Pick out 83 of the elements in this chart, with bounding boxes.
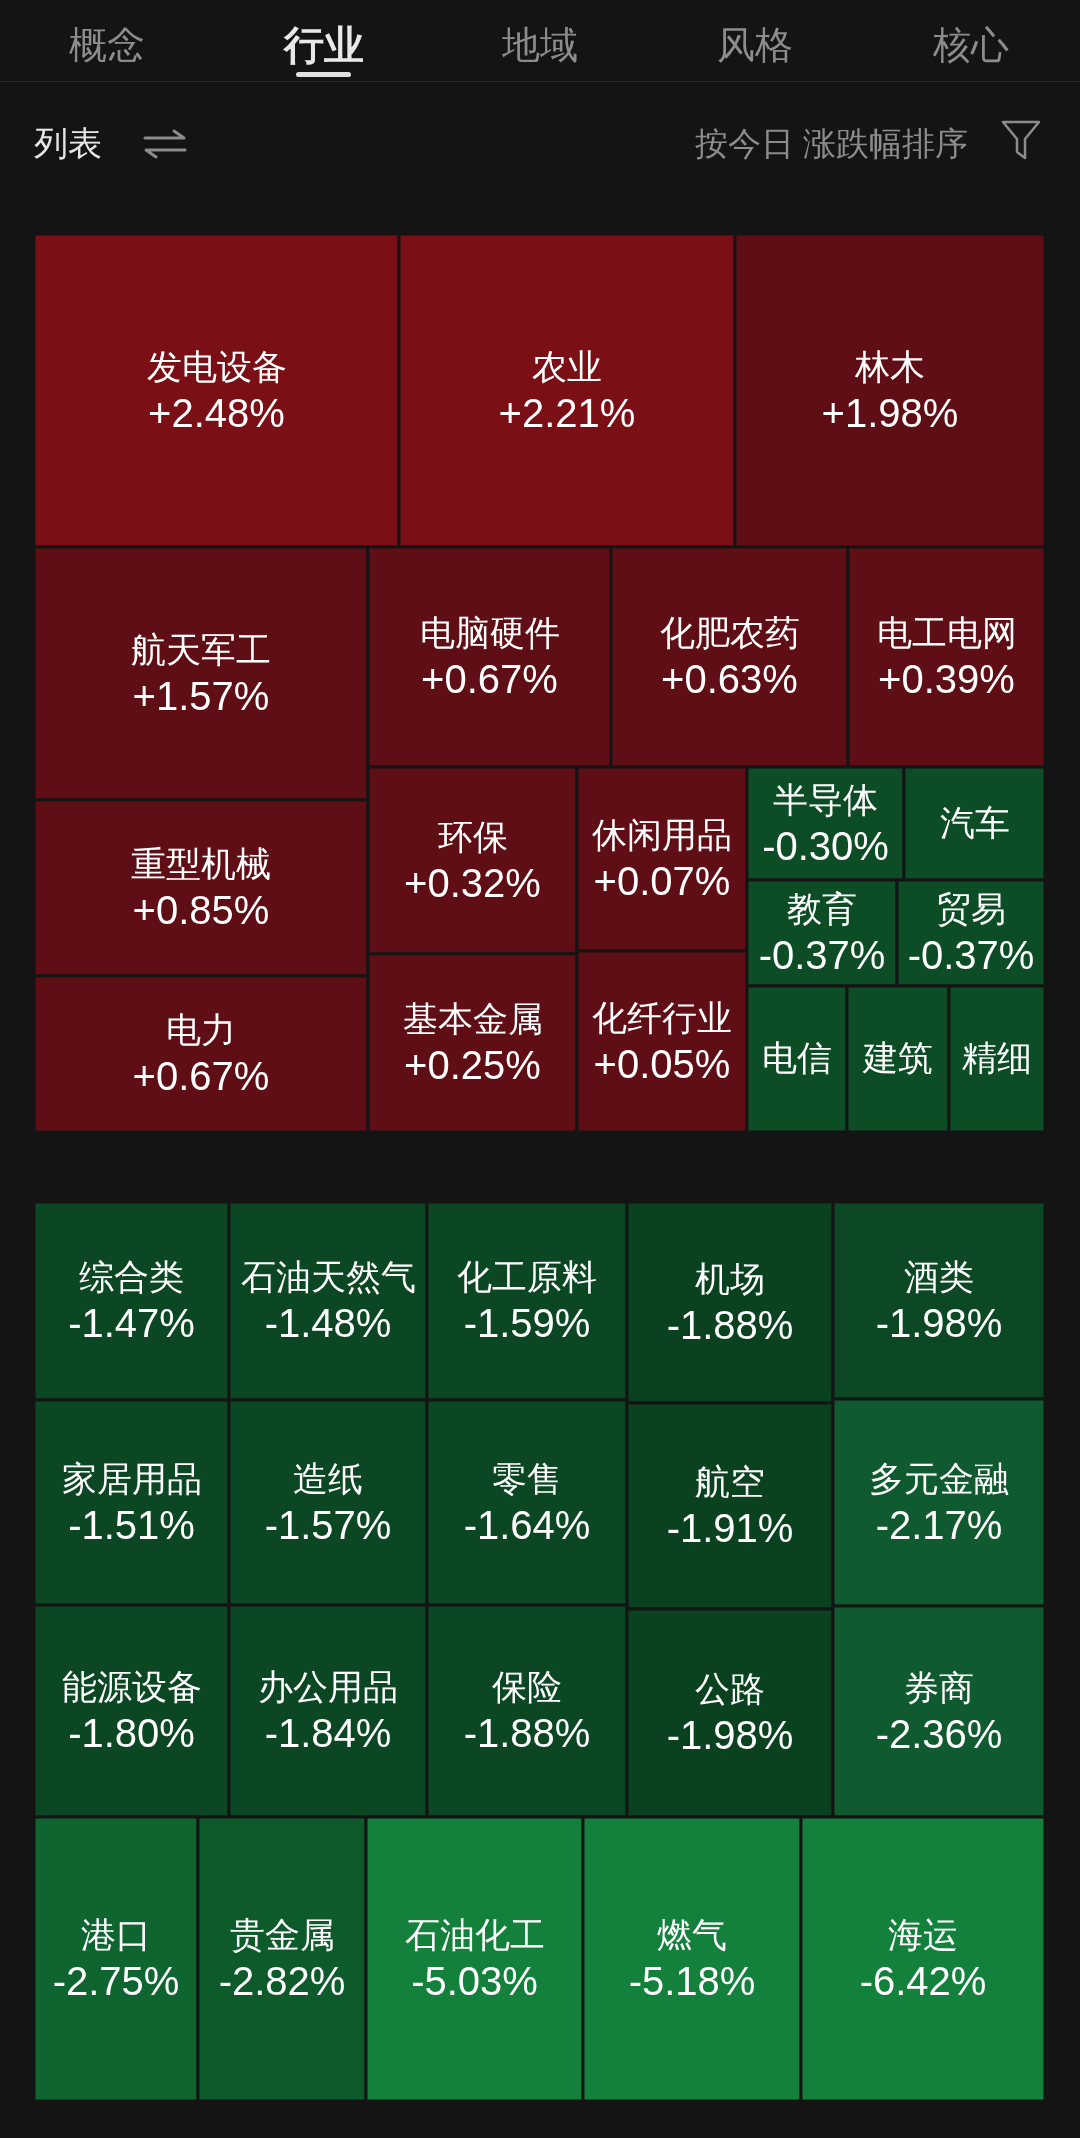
data-label: -5.18% [628, 1959, 756, 2003]
category-label: 能源设备 [61, 1667, 202, 1706]
data-label: +2.21% [498, 390, 636, 435]
category-label: 办公用品 [258, 1667, 398, 1706]
category-label: 休闲用品 [592, 815, 732, 854]
data-label: +0.67% [421, 657, 558, 701]
category-label: 电工电网 [876, 613, 1017, 652]
category-label: 公路 [695, 1669, 765, 1708]
data-label: -1.47% [68, 1301, 195, 1345]
category-label: 贸易 [936, 889, 1006, 928]
category-label: 综合类 [79, 1257, 184, 1296]
data-label: -1.57% [264, 1502, 392, 1547]
data-label: +0.39% [878, 657, 1015, 701]
category-label: 半导体 [773, 779, 878, 819]
data-label: -1.88% [463, 1711, 591, 1755]
category-label: 海运 [888, 1915, 958, 1954]
category-label: 券商 [904, 1667, 974, 1707]
category-label: 电脑硬件 [419, 613, 560, 652]
data-label: -6.42% [859, 1959, 987, 2003]
data-label: -1.80% [68, 1711, 195, 1755]
category-label: 酒类 [904, 1256, 974, 1296]
category-label: 电信 [762, 1038, 832, 1077]
data-label: -1.98% [875, 1300, 1003, 1345]
category-label: 农业 [532, 346, 602, 386]
data-label: -2.82% [218, 1959, 346, 2003]
category-label: 造纸 [293, 1458, 363, 1498]
data-label: +0.63% [661, 657, 798, 701]
category-label: 石油天然气 [240, 1257, 416, 1296]
data-label: +0.67% [132, 1054, 270, 1098]
category-label: 零售 [492, 1458, 562, 1498]
text: 按今日 涨跌幅排序 [694, 124, 968, 162]
category-label: 保险 [492, 1667, 562, 1706]
category-label: 燃气 [657, 1915, 727, 1954]
data-label: +0.85% [132, 888, 270, 932]
text: 核心 [933, 24, 1009, 66]
data-label: +0.07% [593, 859, 731, 903]
category-label: 机场 [695, 1258, 765, 1298]
category-label: 石油化工 [404, 1915, 545, 1954]
category-label: 化肥农药 [659, 613, 800, 652]
data-label: +0.32% [404, 860, 541, 905]
category-label: 化工原料 [457, 1257, 597, 1296]
category-label: 航天军工 [131, 629, 271, 669]
data-label: -1.51% [68, 1502, 195, 1547]
category-label: 发电设备 [146, 346, 287, 386]
data-label: +1.57% [132, 673, 270, 718]
text: 地域 [502, 24, 578, 66]
category-label: 港口 [81, 1915, 151, 1954]
category-label: 林木 [854, 346, 925, 386]
category-label: 航空 [695, 1462, 765, 1501]
category-label: 家居用品 [61, 1458, 202, 1498]
data-label: -1.48% [264, 1301, 392, 1345]
data-label: -1.84% [264, 1711, 392, 1755]
data-label: +1.98% [821, 390, 959, 435]
data-label: -1.88% [666, 1302, 794, 1347]
category-label: 化纤行业 [592, 997, 732, 1037]
data-label: +0.05% [593, 1041, 731, 1086]
category-label: 基本金属 [402, 999, 543, 1038]
text: 行业 [284, 23, 364, 67]
data-label: +2.48% [148, 390, 285, 435]
data-label: -0.37% [907, 933, 1035, 977]
text: 风格 [717, 24, 793, 66]
data-label: -2.75% [52, 1959, 180, 2003]
text: 列表 [34, 124, 102, 162]
data-label: -1.64% [463, 1502, 591, 1547]
category-label: 多元金融 [869, 1458, 1009, 1498]
data-label: -0.37% [758, 933, 886, 977]
category-label: 重型机械 [131, 844, 271, 883]
data-label: -1.98% [666, 1713, 794, 1757]
data-label: -2.36% [875, 1711, 1003, 1756]
data-label: -0.30% [762, 823, 889, 868]
category-label: 电力 [166, 1010, 236, 1049]
category-label: 建筑 [862, 1038, 933, 1077]
data-label: +0.25% [404, 1043, 541, 1087]
category-label: 环保 [437, 816, 508, 856]
category-label: 精细 [962, 1038, 1032, 1077]
data-label: -1.59% [463, 1301, 591, 1345]
category-label: 教育 [787, 889, 857, 928]
data-label: -5.03% [411, 1959, 538, 2003]
category-label: 汽车 [939, 802, 1010, 842]
data-label: -2.17% [875, 1502, 1003, 1547]
text: 概念 [69, 24, 145, 66]
data-label: -1.91% [666, 1506, 794, 1550]
category-label: 贵金属 [229, 1915, 335, 1954]
